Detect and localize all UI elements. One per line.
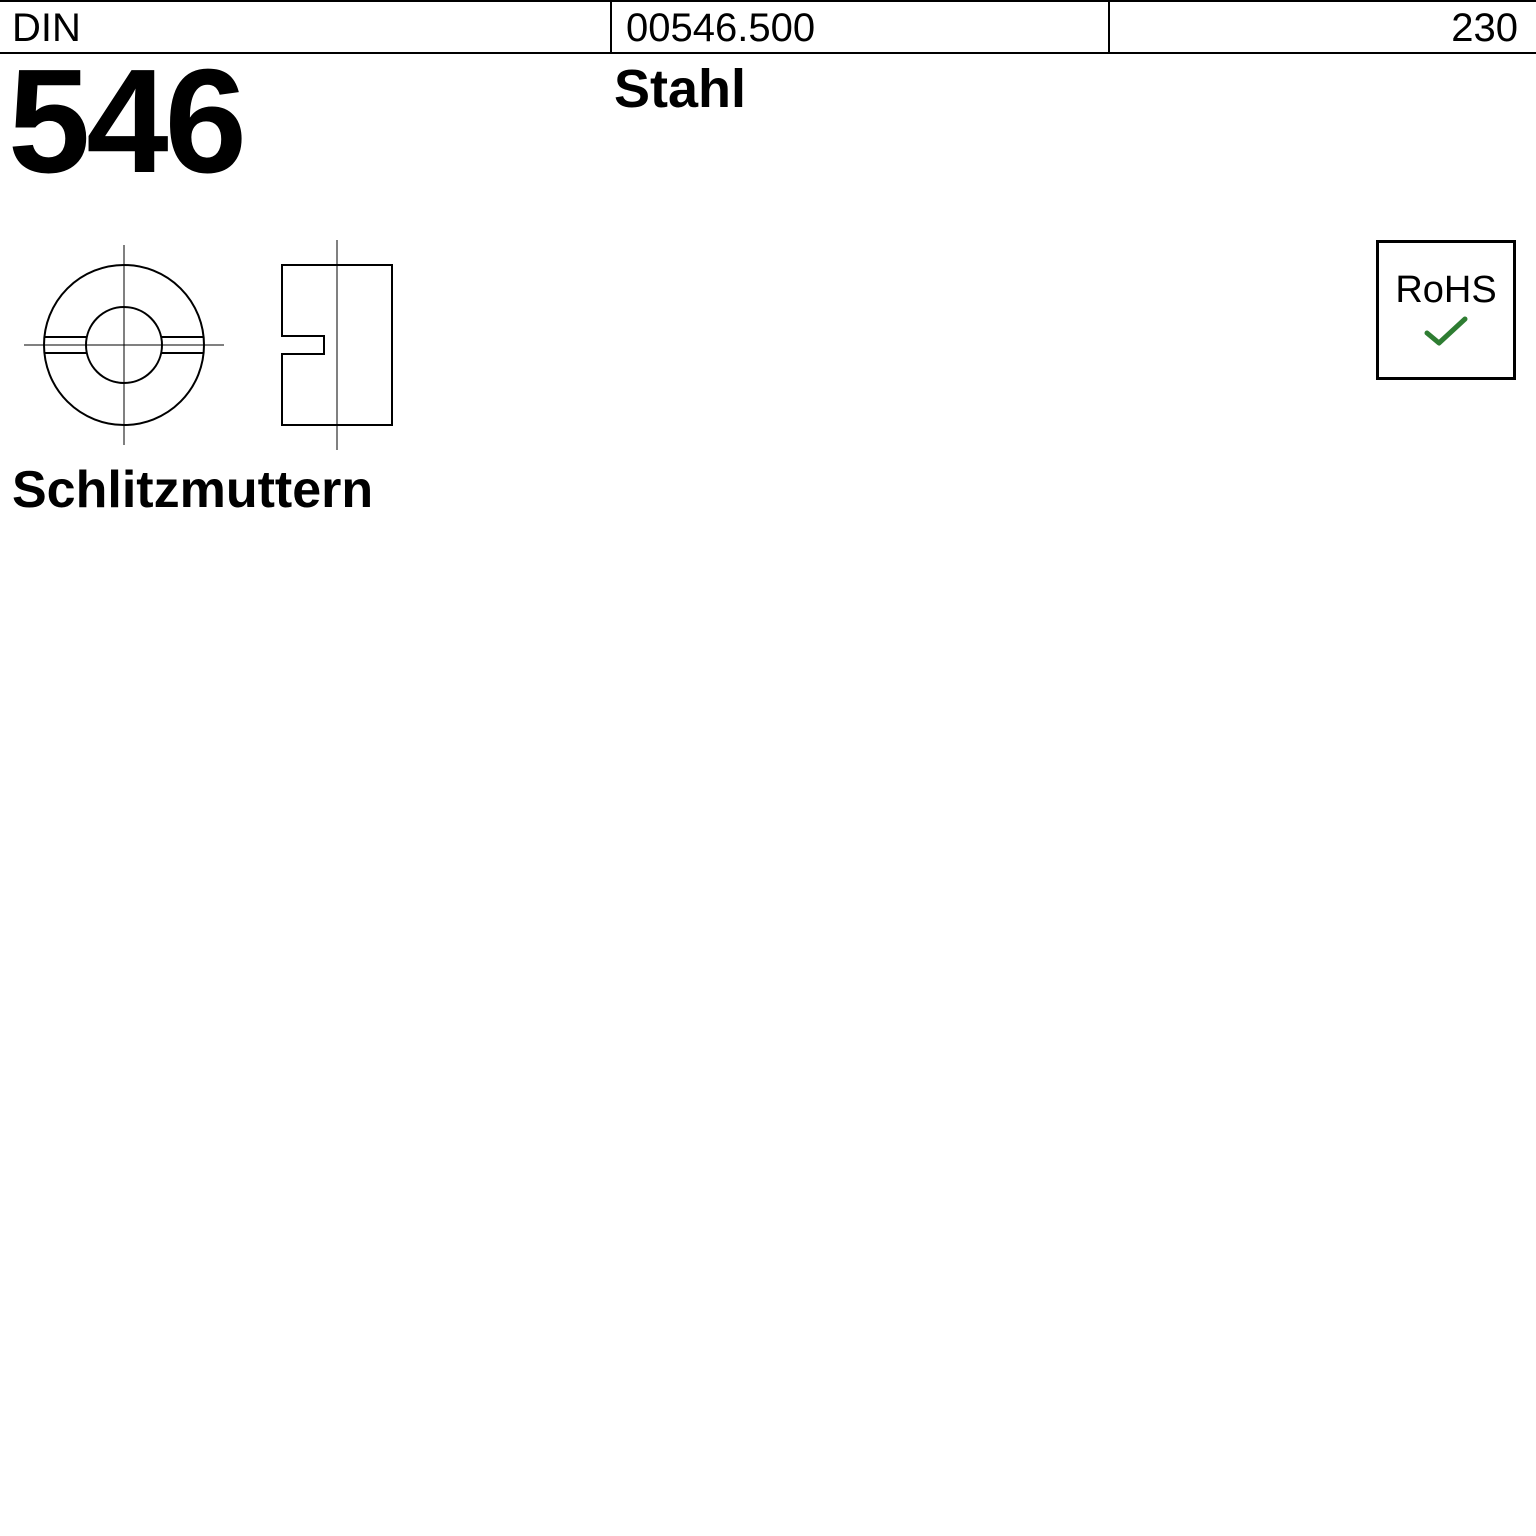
standard-number: 546 <box>0 48 1536 196</box>
header-code: 230 <box>1110 2 1536 52</box>
rohs-label: RoHS <box>1395 271 1496 309</box>
material-label: Stahl <box>614 58 746 120</box>
rohs-badge: RoHS <box>1376 240 1516 380</box>
check-icon <box>1423 315 1469 349</box>
technical-drawing <box>14 240 434 455</box>
header-article-number: 00546.500 <box>612 2 1110 52</box>
drawing-svg <box>14 240 434 450</box>
product-name: Schlitzmuttern <box>12 460 373 520</box>
